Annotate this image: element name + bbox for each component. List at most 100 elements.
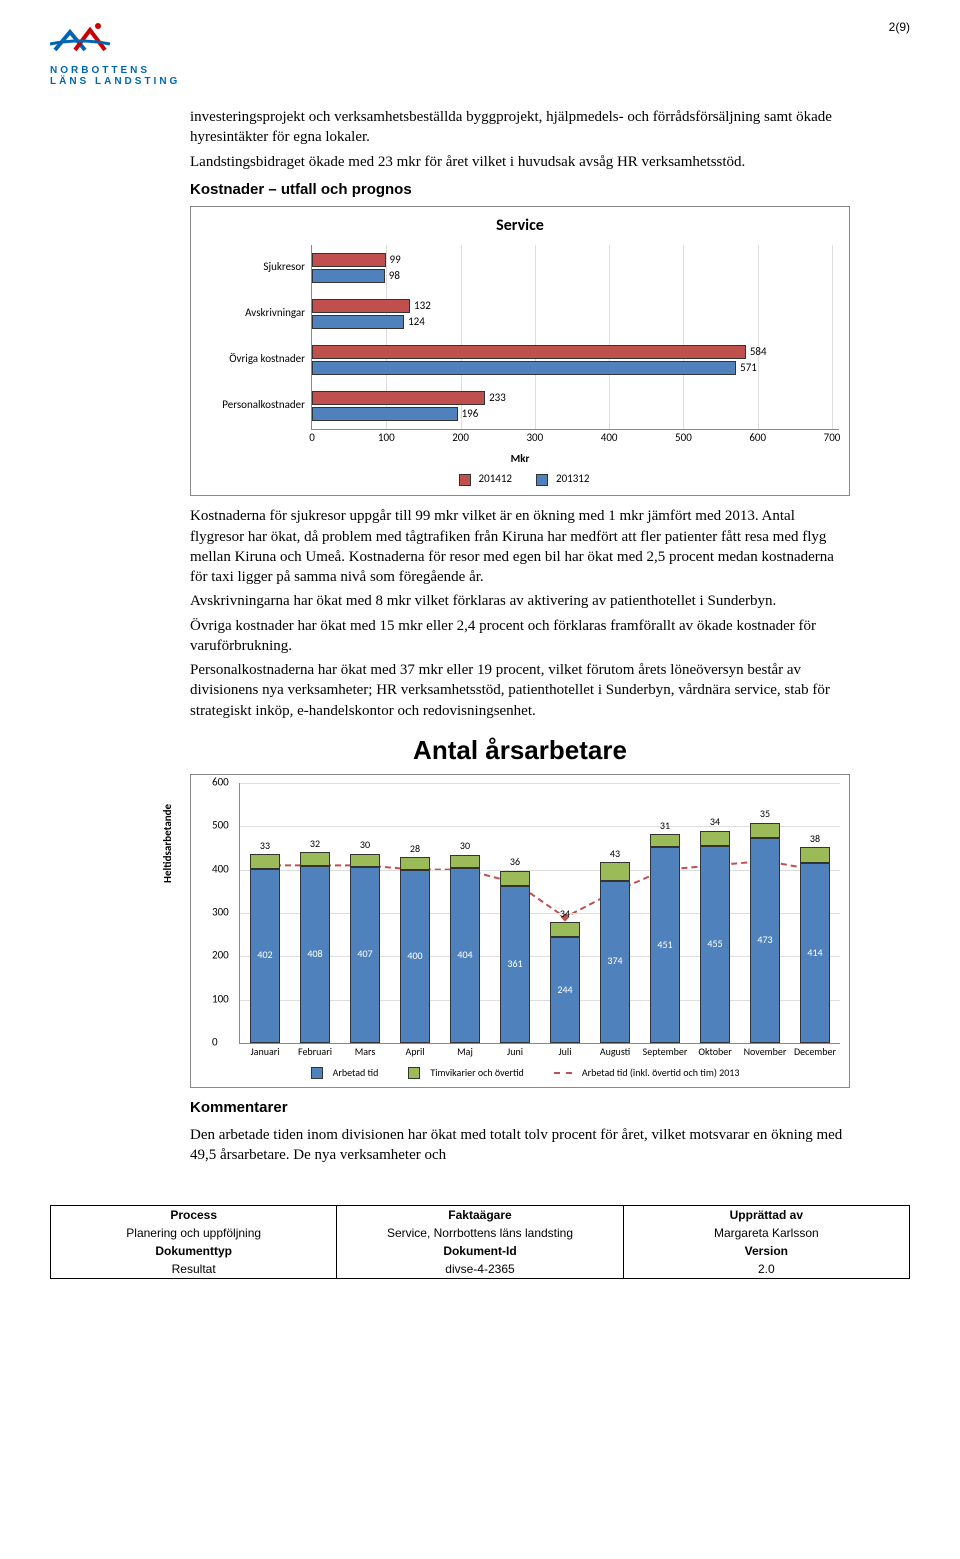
legend-item: Timvikarier och övertid <box>398 1066 523 1079</box>
x-tick: Januari <box>250 1045 279 1059</box>
bar-group: 45131 <box>650 834 680 1043</box>
page: NORBOTTENS LÄNS LANDSTING 2(9) investeri… <box>0 0 960 1299</box>
paragraph: Övriga kostnader har ökat med 15 mkr ell… <box>190 616 850 657</box>
bar <box>312 361 736 375</box>
service-chart: Service SjukresorAvskrivningarÖvriga kos… <box>190 206 850 496</box>
y-tick: 600 <box>212 775 229 790</box>
x-tick: Augusti <box>600 1045 630 1059</box>
footer-table: Process Faktaägare Upprättad av Planerin… <box>50 1205 910 1279</box>
bar <box>312 253 386 267</box>
bar-value: 99 <box>390 253 401 268</box>
bar <box>312 299 410 313</box>
bar-value: 132 <box>414 299 431 314</box>
bar-value: 571 <box>740 361 757 376</box>
footer-cell: Resultat <box>51 1260 337 1279</box>
logo: NORBOTTENS LÄNS LANDSTING <box>50 20 210 87</box>
chart-plot-area: 010020030040050060040233Januari40832Febr… <box>239 783 840 1044</box>
bar-group: 41438 <box>800 847 830 1043</box>
bar-group: 40832 <box>300 852 330 1043</box>
x-tick: November <box>744 1045 787 1059</box>
footer-cell: Margareta Karlsson <box>623 1224 909 1242</box>
legend-item: Arbetad tid <box>301 1066 379 1079</box>
bar-group: 24434 <box>550 922 580 1042</box>
y-axis-label: Heltidsarbetande <box>161 804 176 883</box>
bar-group: 37443 <box>600 862 630 1043</box>
footer-header: Faktaägare <box>337 1206 623 1225</box>
bar-group: 36136 <box>500 871 530 1043</box>
footer-header: Process <box>51 1206 337 1225</box>
subheading: Kommentarer <box>190 1098 850 1118</box>
category-label: Sjukresor <box>201 245 311 291</box>
y-axis-labels: SjukresorAvskrivningarÖvriga kostnaderPe… <box>201 245 311 430</box>
bar-group: 40430 <box>450 855 480 1043</box>
page-number: 2(9) <box>889 20 910 34</box>
arsarbetare-chart: Heltidsarbetande 01002003004005006004023… <box>190 774 850 1089</box>
x-tick: 500 <box>675 431 692 446</box>
logo-text-1: NORBOTTENS <box>50 65 210 76</box>
logo-text-2: LÄNS LANDSTING <box>50 76 210 87</box>
x-tick: December <box>794 1045 836 1059</box>
category-label: Personalkostnader <box>201 383 311 429</box>
bar-group: 40233 <box>250 854 280 1043</box>
bar <box>312 407 458 421</box>
x-tick: Februari <box>298 1045 332 1059</box>
footer-cell: Service, Norrbottens läns landsting <box>337 1224 623 1242</box>
bar-group: 47335 <box>750 823 780 1043</box>
footer-header: Version <box>623 1242 909 1260</box>
x-tick: 600 <box>749 431 766 446</box>
bar-value: 196 <box>462 407 479 422</box>
chart-legend: 201412 201312 <box>201 472 839 487</box>
bar <box>312 315 404 329</box>
y-tick: 100 <box>212 992 229 1007</box>
footer-header: Dokumenttyp <box>51 1242 337 1260</box>
bar-value: 124 <box>408 315 425 330</box>
chart-title: Service <box>201 215 839 237</box>
paragraph: Den arbetade tiden inom divisionen har ö… <box>190 1125 850 1166</box>
y-tick: 0 <box>212 1035 218 1050</box>
paragraph: Personalkostnaderna har ökat med 37 mkr … <box>190 660 850 721</box>
y-tick: 500 <box>212 819 229 834</box>
paragraph: Kostnaderna för sjukresor uppgår till 99… <box>190 506 850 587</box>
x-tick: Juli <box>558 1045 571 1059</box>
bar-value: 584 <box>750 345 767 360</box>
body-content: investeringsprojekt och verksamhetsbestä… <box>190 107 850 1165</box>
x-tick: 400 <box>601 431 618 446</box>
subheading: Kostnader – utfall och prognos <box>190 180 850 200</box>
bar-group: 45534 <box>700 831 730 1043</box>
x-tick: 700 <box>824 431 841 446</box>
y-tick: 300 <box>212 905 229 920</box>
bar <box>312 391 485 405</box>
x-tick: Maj <box>457 1045 473 1059</box>
x-tick: Oktober <box>698 1045 731 1059</box>
x-tick: Mars <box>355 1045 376 1059</box>
bar-value: 233 <box>489 391 506 406</box>
category-label: Övriga kostnader <box>201 337 311 383</box>
x-axis-label: Mkr <box>201 452 839 467</box>
y-tick: 400 <box>212 862 229 877</box>
x-tick: September <box>643 1045 688 1059</box>
logo-icon <box>50 20 170 60</box>
legend-item: 201412 <box>451 472 512 485</box>
x-tick: April <box>405 1045 424 1059</box>
x-tick: 0 <box>309 431 315 446</box>
footer-header: Dokument-Id <box>337 1242 623 1260</box>
paragraph: Avskrivningarna har ökat med 8 mkr vilke… <box>190 591 850 611</box>
bar-value: 98 <box>389 269 400 284</box>
legend-item: 201312 <box>528 472 589 485</box>
legend-item: Arbetad tid (inkl. övertid och tim) 2013 <box>544 1066 740 1079</box>
section-title: Antal årsarbetare <box>190 733 850 768</box>
footer-cell: 2.0 <box>623 1260 909 1279</box>
x-tick: 100 <box>378 431 395 446</box>
x-tick: 200 <box>452 431 469 446</box>
bar-group: 40028 <box>400 857 430 1042</box>
y-tick: 200 <box>212 949 229 964</box>
footer-cell: Planering och uppföljning <box>51 1224 337 1242</box>
page-header: NORBOTTENS LÄNS LANDSTING 2(9) <box>50 20 910 87</box>
paragraph: Landstingsbidraget ökade med 23 mkr för … <box>190 152 850 172</box>
bar <box>312 345 746 359</box>
footer-header: Upprättad av <box>623 1206 909 1225</box>
footer-cell: divse-4-2365 <box>337 1260 623 1279</box>
paragraph: investeringsprojekt och verksamhetsbestä… <box>190 107 850 148</box>
x-tick: Juni <box>507 1045 523 1059</box>
chart-plot-area: 0100200300400500600700999813212458457123… <box>311 245 839 430</box>
